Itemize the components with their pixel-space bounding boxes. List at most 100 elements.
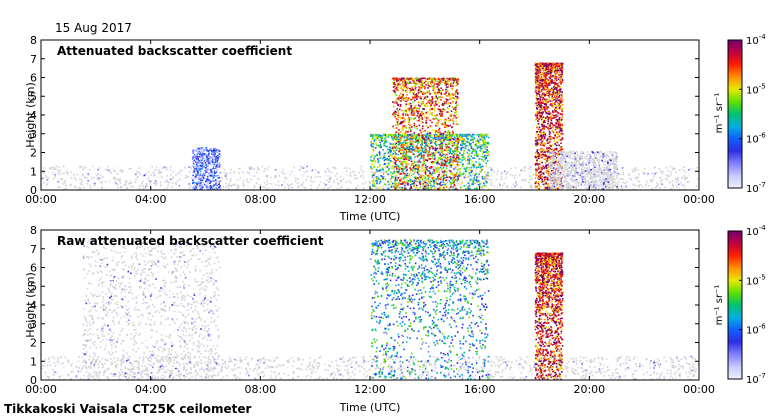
heatmap-cell bbox=[483, 140, 486, 142]
heatmap-cell bbox=[536, 149, 539, 151]
heatmap-cell bbox=[424, 145, 426, 148]
heatmap-cell bbox=[465, 145, 467, 147]
heatmap-cell bbox=[430, 101, 432, 103]
heatmap-cell bbox=[423, 137, 426, 139]
heatmap-cell bbox=[472, 137, 475, 139]
heatmap-cell bbox=[456, 77, 458, 80]
heatmap-cell bbox=[207, 155, 210, 157]
heatmap-cell bbox=[218, 163, 221, 166]
heatmap-cell bbox=[460, 154, 463, 156]
heatmap-cell bbox=[47, 177, 50, 179]
heatmap-cell bbox=[194, 147, 196, 150]
heatmap-cell bbox=[213, 186, 216, 188]
heatmap-cell bbox=[186, 175, 188, 178]
heatmap-cell bbox=[378, 153, 381, 156]
heatmap-cell bbox=[253, 175, 256, 178]
heatmap-cell bbox=[398, 108, 401, 111]
heatmap-cell bbox=[428, 185, 431, 187]
heatmap-cell bbox=[441, 146, 444, 148]
heatmap-cell bbox=[606, 167, 609, 170]
heatmap-cell bbox=[472, 179, 474, 181]
heatmap-cell bbox=[479, 166, 481, 169]
heatmap-cell bbox=[418, 170, 420, 173]
heatmap-cell bbox=[456, 163, 459, 166]
heatmap-cell bbox=[413, 85, 416, 87]
heatmap-cell bbox=[403, 136, 406, 139]
heatmap-cell bbox=[446, 89, 449, 92]
heatmap-cell bbox=[445, 146, 448, 149]
heatmap-cell bbox=[410, 138, 413, 140]
heatmap-cell bbox=[214, 161, 216, 164]
heatmap-cell bbox=[399, 138, 401, 140]
heatmap-cell bbox=[281, 171, 284, 173]
heatmap-cell bbox=[411, 101, 414, 104]
heatmap-cell bbox=[454, 133, 457, 136]
heatmap-cell bbox=[337, 183, 340, 186]
heatmap-cell bbox=[549, 135, 552, 138]
heatmap-cell bbox=[411, 145, 414, 147]
heatmap-cell bbox=[600, 181, 603, 183]
heatmap-cell bbox=[401, 163, 403, 166]
heatmap-cell bbox=[79, 166, 82, 168]
heatmap-cell bbox=[425, 181, 427, 184]
heatmap-cell bbox=[449, 94, 452, 97]
heatmap-cell bbox=[435, 182, 438, 185]
heatmap-cell bbox=[210, 168, 212, 170]
heatmap-cell bbox=[170, 174, 172, 176]
heatmap-cell bbox=[409, 142, 411, 144]
heatmap-cell bbox=[475, 180, 478, 183]
heatmap-cell bbox=[418, 87, 421, 89]
heatmap-cell bbox=[233, 184, 235, 186]
heatmap-cell bbox=[428, 158, 431, 160]
heatmap-cell bbox=[394, 138, 396, 141]
heatmap-cell bbox=[442, 104, 444, 107]
heatmap-cell bbox=[387, 136, 390, 138]
heatmap-cell bbox=[392, 135, 394, 137]
heatmap-cell bbox=[440, 133, 442, 135]
heatmap-cell bbox=[200, 188, 203, 190]
heatmap-cell bbox=[206, 188, 208, 190]
heatmap-cell bbox=[196, 147, 198, 149]
heatmap-cell bbox=[349, 167, 351, 170]
heatmap-cell bbox=[464, 166, 466, 169]
heatmap-cell bbox=[430, 85, 432, 88]
heatmap-cell bbox=[425, 111, 427, 114]
heatmap-cell bbox=[403, 161, 405, 163]
heatmap-cell bbox=[207, 163, 209, 165]
heatmap-cell bbox=[557, 76, 559, 79]
heatmap-cell bbox=[81, 184, 83, 186]
heatmap-cell bbox=[606, 171, 609, 174]
heatmap-cell bbox=[117, 186, 119, 189]
heatmap-cell bbox=[380, 146, 382, 148]
heatmap-cell bbox=[300, 165, 302, 168]
heatmap-cell bbox=[373, 157, 375, 160]
heatmap-cell bbox=[402, 172, 405, 174]
heatmap-cell bbox=[515, 176, 517, 179]
heatmap-cell bbox=[554, 109, 556, 111]
heatmap-cell bbox=[442, 150, 445, 152]
heatmap-cell bbox=[209, 180, 212, 183]
heatmap-cell bbox=[445, 163, 447, 165]
heatmap-cell bbox=[199, 188, 201, 190]
heatmap-cell bbox=[198, 162, 200, 165]
heatmap-cell bbox=[531, 177, 533, 180]
heatmap-cell bbox=[400, 178, 402, 181]
heatmap-cell bbox=[398, 178, 401, 181]
heatmap-cell bbox=[412, 149, 415, 151]
heatmap-cell bbox=[316, 188, 318, 190]
heatmap-cell bbox=[209, 156, 212, 159]
heatmap-cell bbox=[480, 155, 483, 157]
heatmap-cell bbox=[414, 150, 416, 152]
heatmap-cell bbox=[196, 160, 199, 163]
heatmap-cell bbox=[393, 150, 395, 152]
heatmap-cell bbox=[477, 155, 479, 157]
heatmap-cell bbox=[199, 147, 202, 149]
heatmap-cell bbox=[472, 148, 475, 150]
heatmap-cell bbox=[505, 173, 507, 176]
heatmap-cell bbox=[455, 174, 457, 176]
heatmap-cell bbox=[421, 165, 423, 167]
heatmap-cell bbox=[649, 181, 652, 183]
heatmap-cell bbox=[212, 161, 214, 163]
heatmap-cell bbox=[212, 185, 215, 188]
heatmap-cell bbox=[332, 172, 335, 175]
